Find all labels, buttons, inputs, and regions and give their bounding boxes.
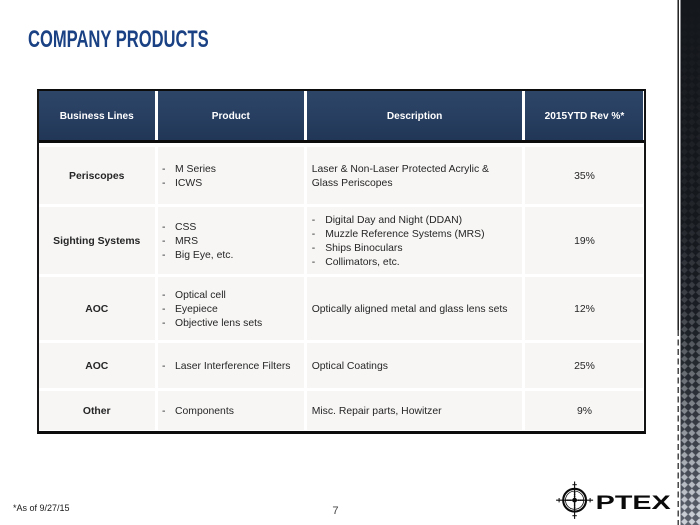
svg-text:PTEX: PTEX xyxy=(596,492,671,514)
